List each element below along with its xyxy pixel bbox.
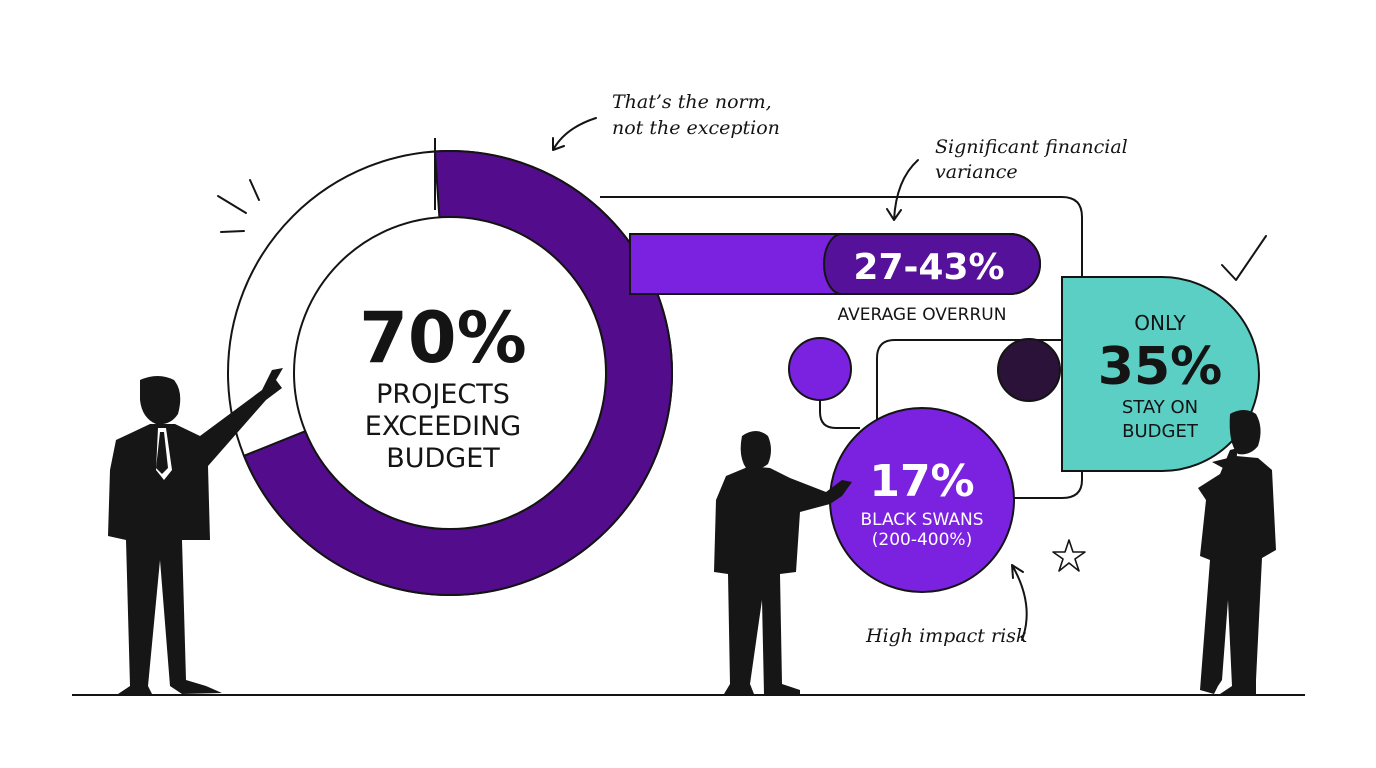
donut-caption-1: PROJECTS — [376, 379, 510, 410]
note-norm-arrow — [552, 117, 597, 151]
connector-frame-top — [600, 196, 1083, 499]
businessman-thinking-figure — [1198, 410, 1276, 694]
note-risk-arrow — [1011, 564, 1028, 641]
note-variance-arrow — [886, 159, 919, 221]
on-budget-value: 35% — [1098, 337, 1222, 397]
businessman-pointing-figure — [108, 368, 283, 694]
donut-caption-3: BUDGET — [386, 443, 500, 474]
emphasis-strokes-icon — [217, 179, 260, 233]
overrun-caption: AVERAGE OVERRUN — [838, 305, 1007, 325]
black-swans-caption-2: (200-400%) — [872, 530, 972, 550]
black-swans-caption-1: BLACK SWANS — [860, 510, 983, 530]
note-norm-1: That’s the norm, — [612, 91, 772, 113]
donut-caption-2: EXCEEDING — [365, 411, 521, 442]
donut-hole — [293, 216, 607, 530]
star-doodle-icon — [1052, 539, 1086, 572]
overrun-label-panel — [823, 233, 1041, 295]
note-norm-2: not the exception — [612, 117, 780, 139]
on-budget-prefix: ONLY — [1134, 311, 1186, 335]
businessman-presenting-figure — [714, 431, 852, 694]
on-budget-panel — [1061, 276, 1260, 472]
purple-dot — [788, 337, 852, 401]
dark-dot — [997, 338, 1061, 402]
note-variance-2: variance — [935, 161, 1018, 183]
checkmark-icon — [1221, 235, 1267, 281]
note-variance-1: Significant financial — [935, 136, 1128, 158]
donut-value: 70% — [359, 297, 527, 379]
black-swans-value: 17% — [869, 456, 974, 507]
overrun-value: 27-43% — [853, 247, 1004, 288]
connector-small-dot — [819, 395, 860, 429]
on-budget-caption-1: STAY ON — [1122, 397, 1198, 418]
on-budget-caption-2: BUDGET — [1122, 421, 1199, 442]
note-risk: High impact risk — [865, 625, 1027, 647]
